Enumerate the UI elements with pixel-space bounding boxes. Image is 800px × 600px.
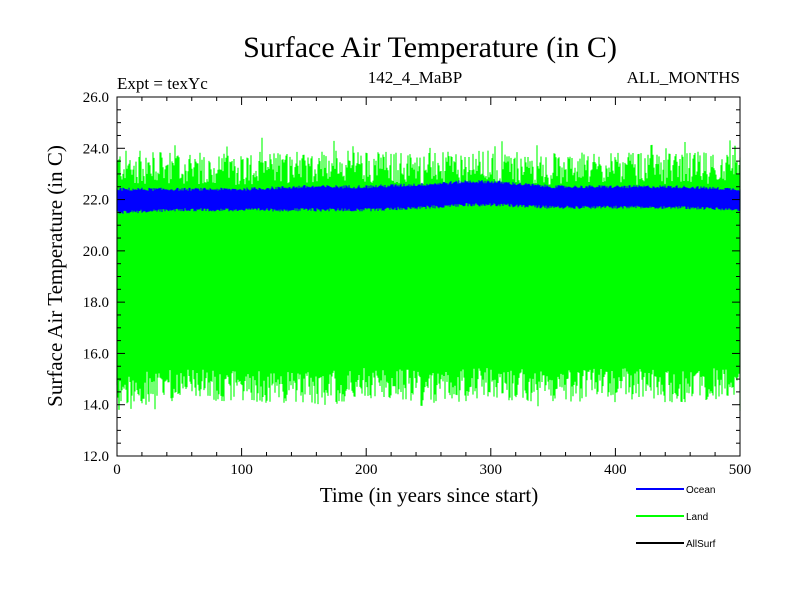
- y-axis-label: Surface Air Temperature (in C): [43, 145, 67, 407]
- x-tick-label: 300: [480, 462, 503, 478]
- y-tick-label: 20.0: [83, 244, 109, 260]
- x-tick-label: 100: [230, 462, 253, 478]
- x-tick-label: 200: [355, 462, 378, 478]
- y-tick-label: 14.0: [83, 398, 109, 414]
- series-land-trace: [116, 137, 741, 411]
- plot-data-area: [116, 137, 741, 411]
- legend: Ocean Land AllSurf: [636, 485, 716, 550]
- legend-item-land: Land: [636, 512, 708, 523]
- y-tick-label: 18.0: [83, 295, 109, 311]
- axis-ticks: [116, 96, 741, 457]
- subtitle-label: 142_4_MaBP: [368, 68, 462, 87]
- tick-labels: 0 100 200 300 400 500 12.0 14.0 16.0 18.0 20.0 22.0…: [83, 90, 752, 478]
- x-axis-label: Time (in years since start): [320, 483, 539, 507]
- legend-label: AllSurf: [686, 539, 716, 550]
- y-tick-label: 16.0: [83, 346, 109, 362]
- legend-item-ocean: Ocean: [636, 485, 715, 496]
- y-tick-label: 22.0: [83, 193, 109, 209]
- y-tick-label: 26.0: [83, 90, 109, 106]
- legend-item-allsurf: AllSurf: [636, 539, 716, 550]
- x-tick-label: 400: [604, 462, 627, 478]
- legend-label: Ocean: [686, 485, 715, 496]
- chart-title: Surface Air Temperature (in C): [243, 31, 617, 64]
- y-tick-label: 24.0: [83, 141, 109, 157]
- months-label: ALL_MONTHS: [627, 68, 740, 87]
- expt-label: Expt = texYc: [117, 74, 208, 93]
- x-tick-label: 500: [729, 462, 752, 478]
- y-tick-label: 12.0: [83, 449, 109, 465]
- legend-label: Land: [686, 512, 708, 523]
- series-land: [116, 137, 741, 411]
- x-tick-label: 0: [113, 462, 121, 478]
